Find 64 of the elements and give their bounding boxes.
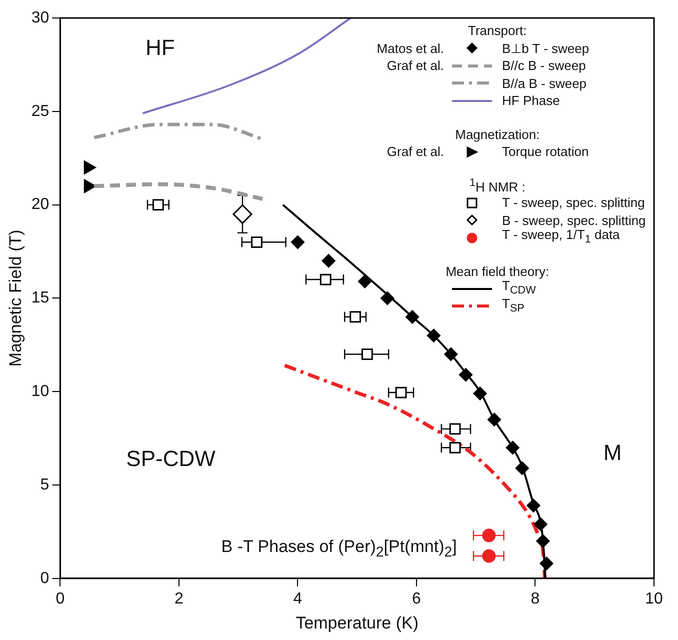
point: [473, 386, 487, 400]
legend-label: B - sweep, spec. splitting: [502, 212, 646, 229]
point: [290, 235, 304, 249]
legend-label: T$_{CDW}$: [502, 278, 536, 298]
point: [536, 534, 550, 548]
x-tick-label: 8: [530, 590, 540, 608]
point: [322, 254, 336, 268]
y-tick-label: 10: [31, 383, 50, 400]
point: [395, 386, 407, 398]
point: [449, 442, 461, 454]
y-tick-label: 5: [40, 476, 50, 494]
point: [152, 199, 164, 210]
point: [506, 440, 520, 454]
x-tick-label: 2: [174, 590, 184, 608]
annotation: B -T Phases of (Per)$_{2}$[Pt(mnt)$_{2}$]: [221, 537, 457, 560]
point: [426, 328, 440, 342]
line-series: [142, 18, 352, 114]
annotation: HF: [145, 34, 175, 61]
y-tick-label: 15: [31, 290, 50, 307]
annotation: M: [603, 440, 622, 466]
annotation: $^{1}$H NMR :: [468, 176, 526, 196]
x-tick-label: 10: [645, 590, 663, 608]
x-tick-label: 0: [56, 590, 65, 608]
point: [482, 528, 496, 542]
point: [350, 311, 362, 323]
legend-label: B//c B - sweep: [502, 57, 586, 74]
y-tick-label: 30: [31, 9, 50, 26]
y-tick-label: 25: [31, 102, 50, 120]
point: [358, 274, 372, 288]
legend-label: T$_{SP}$: [502, 294, 524, 317]
point: [406, 310, 420, 324]
x-tick-label: 4: [293, 590, 302, 608]
point: [449, 423, 461, 435]
point: [515, 461, 529, 475]
annotation: Magnetization:: [454, 126, 541, 143]
annotation: Graf et al.: [386, 57, 445, 74]
y-tick-label: 20: [31, 196, 50, 214]
x-tick-label: 6: [412, 590, 422, 608]
legend-label: HF Phase: [502, 92, 560, 110]
point: [482, 549, 496, 563]
legend-label: B⊥b T - sweep: [502, 40, 590, 57]
point: [540, 556, 554, 570]
annotation: Graf et al.: [386, 143, 445, 160]
point: [526, 498, 540, 512]
legend-label: Torque rotation: [502, 143, 589, 160]
legend-label: B//a B - sweep: [502, 74, 587, 92]
point: [361, 348, 373, 360]
legend-label: T - sweep, 1/T$_{1}$ data: [502, 227, 620, 248]
annotation: Transport:: [467, 22, 528, 40]
annotation: Matos et al.: [376, 40, 445, 57]
x-axis-title: Temperature (K): [296, 613, 419, 632]
annotation: Mean field theory:: [444, 262, 550, 280]
point: [534, 517, 548, 531]
legend-label: T - sweep, spec. splitting: [502, 194, 645, 212]
point: [380, 291, 394, 305]
point: [320, 274, 332, 286]
point: [251, 236, 262, 248]
point: [488, 412, 502, 426]
point: [232, 204, 252, 224]
point: [444, 347, 458, 361]
point: [459, 368, 473, 382]
y-tick-label: 0: [40, 570, 50, 587]
y-axis-title: Magnetic Field (T): [6, 230, 25, 367]
annotation: SP-CDW: [126, 446, 216, 472]
